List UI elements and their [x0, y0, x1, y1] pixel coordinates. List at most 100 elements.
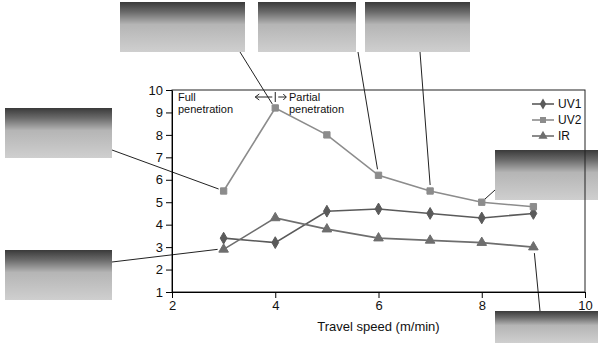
weld-photo [495, 150, 598, 200]
series-marker [272, 237, 279, 249]
series-marker [220, 232, 227, 244]
series-marker [270, 212, 280, 220]
x-tick: 6 [375, 292, 382, 313]
arrow-left [255, 94, 272, 100]
y-tick-mark [166, 90, 172, 91]
y-tick-mark [166, 225, 172, 226]
x-tick-label: 4 [272, 298, 279, 313]
series-marker [425, 235, 435, 243]
marks [219, 105, 538, 252]
legend-entry: UV2 [532, 113, 582, 127]
y-tick-label: 9 [156, 105, 163, 120]
y-axis-line [172, 91, 173, 293]
legend-entry: IR [532, 129, 570, 143]
series-line [224, 218, 534, 249]
x-tick: 8 [479, 292, 486, 313]
y-tick-mark [166, 292, 172, 293]
y-tick: 7 [156, 150, 172, 165]
legend-marker [538, 131, 547, 139]
x-tick-label: 6 [375, 298, 382, 313]
photo-connector [534, 253, 540, 311]
series-marker [219, 244, 229, 252]
y-tick: 8 [156, 128, 172, 143]
y-tick-label: 7 [156, 150, 163, 165]
series-marker [529, 242, 539, 250]
x-axis: 2 4 6 8 10 [169, 292, 593, 313]
y-tick-mark [166, 202, 172, 203]
weld-photo [495, 311, 598, 343]
weld-photo [258, 2, 356, 52]
y-tick-label: 2 [156, 262, 163, 277]
series-marker [324, 132, 330, 138]
y-tick: 9 [156, 105, 172, 120]
x-tick-mark [585, 292, 586, 298]
y-tick-label: 1 [156, 285, 163, 300]
y-tick-mark [166, 157, 172, 158]
x-tick: 4 [272, 292, 279, 313]
weld-photo [5, 250, 112, 300]
y-axis: 1 2 3 4 5 6 7 8 9 10 [149, 83, 173, 300]
series-marker [479, 199, 485, 205]
y-tick: 3 [156, 240, 172, 255]
y-tick: 6 [156, 172, 172, 187]
arrow-right [278, 94, 286, 100]
y-tick-label: 5 [156, 195, 163, 210]
x-tick-label: 10 [578, 298, 592, 313]
y-tick-label: 8 [156, 128, 163, 143]
x-axis-title: Travel speed (m/min) [317, 319, 439, 334]
y-tick: 5 [156, 195, 172, 210]
weld-photo [365, 2, 470, 52]
photo-connector [112, 150, 219, 189]
chart: 24681012345678910Travel speed (m/min)UV1… [0, 0, 601, 347]
y-tick-mark [166, 112, 172, 113]
y-tick-label: 10 [149, 83, 163, 98]
plot-frame [172, 90, 585, 292]
x-tick-label: 8 [479, 298, 486, 313]
legend-label: IR [558, 129, 570, 143]
y-tick: 2 [156, 262, 172, 277]
series-marker [323, 205, 330, 217]
y-tick-label: 6 [156, 172, 163, 187]
y-tick-mark [166, 247, 172, 248]
photos [5, 2, 598, 343]
weld-photo [5, 108, 112, 158]
y-tick-mark [166, 135, 172, 136]
x-tick-mark [275, 292, 276, 298]
legend-marker [540, 98, 546, 109]
series-marker [530, 204, 536, 210]
x-tick: 10 [578, 292, 592, 313]
x-tick-label: 2 [169, 298, 176, 313]
y-tick: 4 [156, 217, 172, 232]
x-tick-mark [379, 292, 380, 298]
series-marker [427, 188, 433, 194]
photo-connector [112, 249, 218, 262]
photo-connector [240, 52, 272, 104]
legend: UV1UV2IR [532, 97, 582, 143]
y-tick: 10 [149, 83, 172, 98]
series-marker [374, 233, 384, 241]
photo-connector [420, 52, 430, 185]
series-marker [477, 237, 487, 245]
series-marker [322, 224, 332, 232]
x-tick-mark [172, 292, 173, 298]
series-marker [375, 203, 382, 215]
series-marker [427, 208, 434, 220]
penetration-arrows [255, 92, 286, 102]
legend-marker [540, 117, 546, 123]
y-tick: 1 [156, 285, 172, 300]
series-marker [272, 105, 278, 111]
x-tick-mark [482, 292, 483, 298]
legend-label: UV2 [558, 113, 582, 127]
weld-photo [120, 2, 245, 52]
series-line [224, 108, 534, 207]
annotation: Fullpenetration [178, 91, 233, 115]
series-marker [220, 188, 226, 194]
photo-connector [358, 52, 378, 169]
y-tick-label: 4 [156, 217, 163, 232]
x-tick: 2 [169, 292, 176, 313]
arrow-divider [275, 92, 276, 102]
series-marker [478, 212, 485, 224]
annotation: Partialpenetration [289, 91, 344, 115]
y-tick-mark [166, 270, 172, 271]
y-tick-mark [166, 180, 172, 181]
